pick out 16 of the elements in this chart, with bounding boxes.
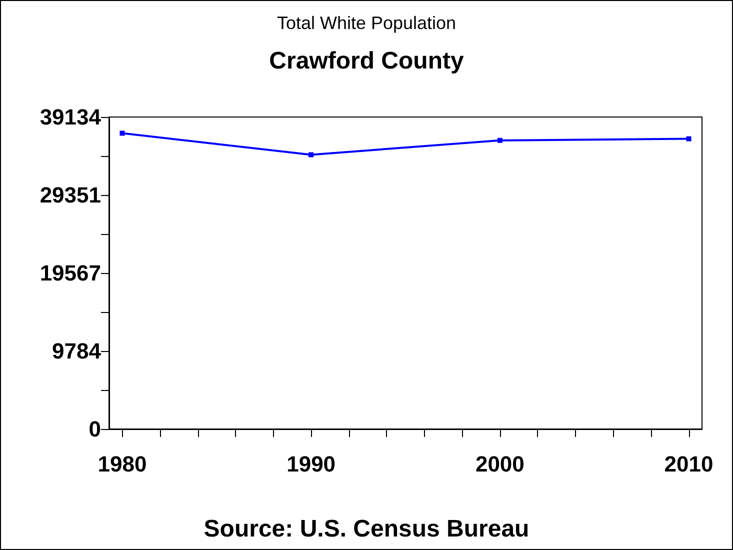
point (120, 130, 125, 136)
y-tick-label: 0 (88, 416, 101, 442)
x-tick-label: 2000 (475, 452, 524, 476)
chart-title: Total White Population (276, 13, 456, 33)
point (308, 152, 314, 158)
point (686, 136, 692, 142)
chart-subtitle: Crawford County (269, 48, 464, 74)
y-tick-label: 9784 (52, 338, 102, 364)
y-tick-label: 19567 (40, 260, 101, 286)
point (497, 138, 502, 143)
x-tick-label: 1990 (286, 452, 336, 476)
y-tick-label: 29351 (40, 182, 101, 208)
x-tick-label: 2010 (664, 452, 714, 476)
source-note: Source: U.S. Census Bureau (204, 516, 530, 542)
y-tick-label: 39134 (40, 104, 102, 130)
x-tick-label: 1980 (98, 452, 147, 476)
